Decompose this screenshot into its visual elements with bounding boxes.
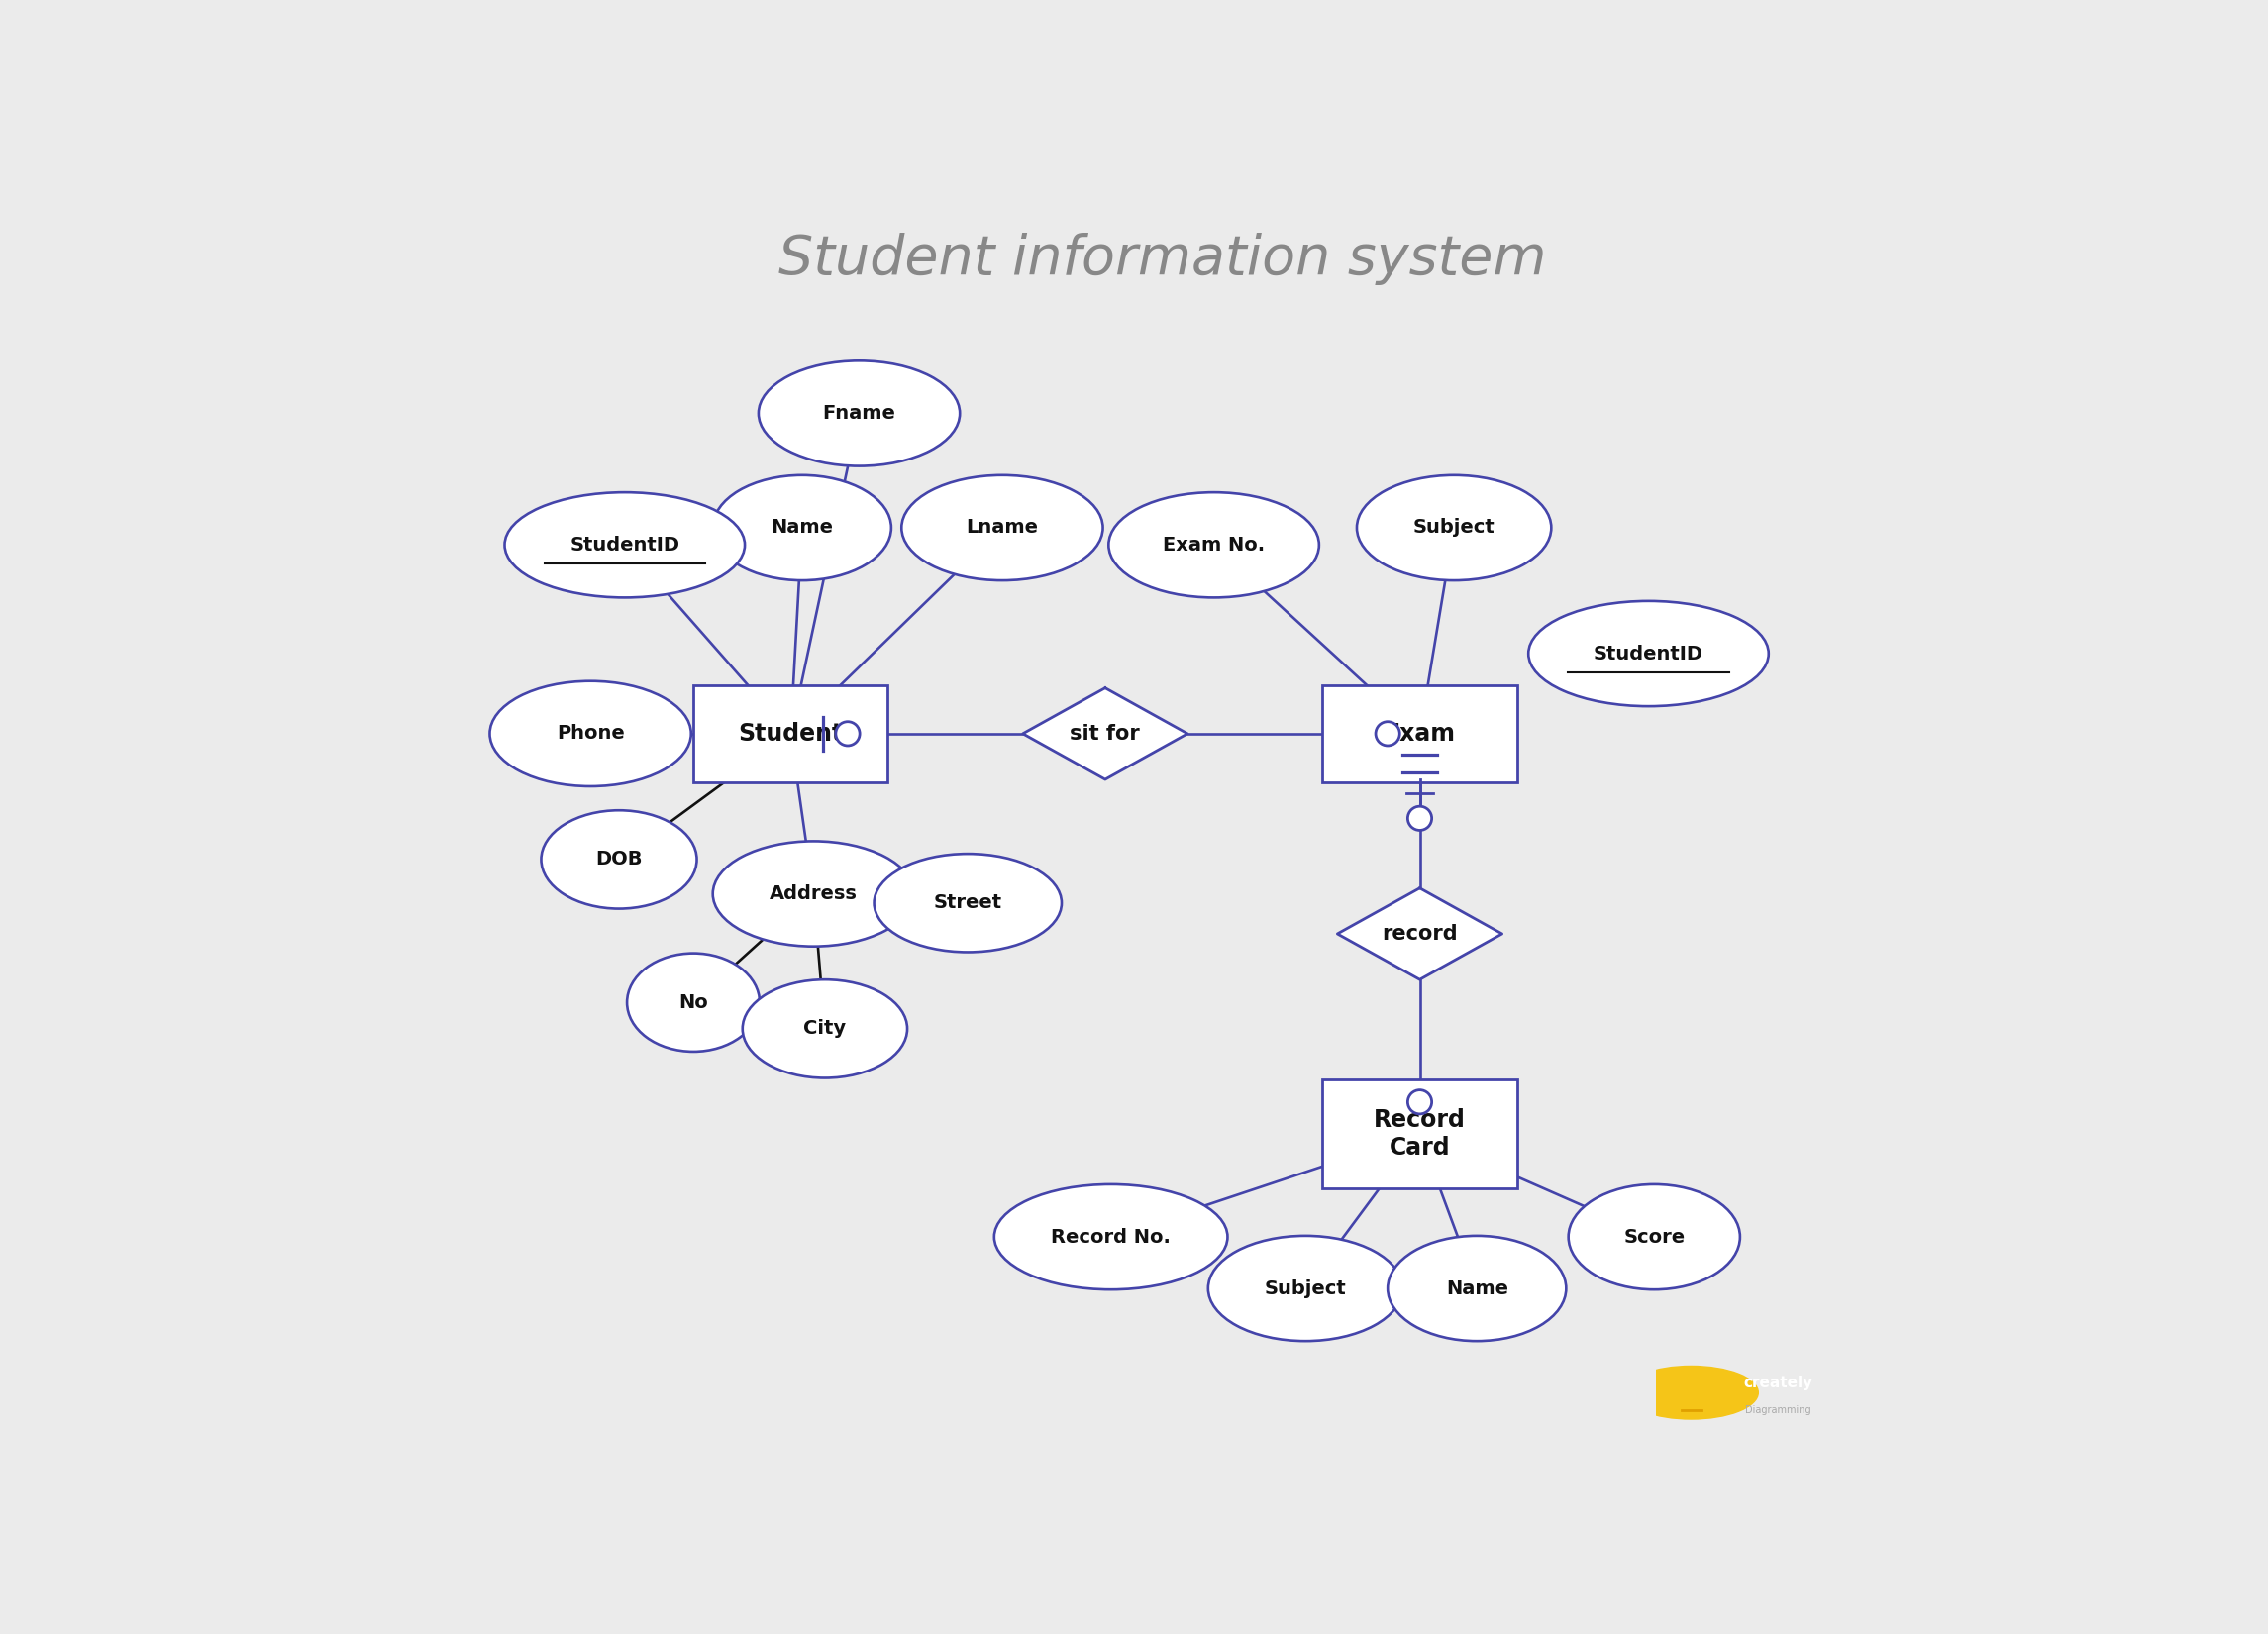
Ellipse shape [742, 980, 907, 1078]
Text: No: No [678, 993, 708, 1011]
Text: Record No.: Record No. [1050, 1227, 1170, 1247]
Ellipse shape [1569, 1185, 1740, 1289]
Text: StudentID: StudentID [569, 536, 680, 554]
Text: Subject: Subject [1263, 1279, 1347, 1297]
Text: Subject: Subject [1413, 518, 1495, 538]
Text: Student information system: Student information system [778, 232, 1547, 286]
Ellipse shape [626, 953, 760, 1052]
Ellipse shape [1529, 601, 1769, 706]
Ellipse shape [1209, 1235, 1402, 1342]
Ellipse shape [903, 475, 1102, 580]
Ellipse shape [1109, 492, 1320, 598]
Ellipse shape [712, 842, 914, 946]
Text: Street: Street [934, 894, 1002, 912]
Text: DOB: DOB [596, 850, 642, 869]
Ellipse shape [712, 475, 891, 580]
Ellipse shape [993, 1185, 1227, 1289]
Circle shape [1408, 1090, 1431, 1114]
Ellipse shape [490, 681, 692, 786]
FancyBboxPatch shape [1322, 685, 1517, 783]
Text: Exam No.: Exam No. [1163, 536, 1266, 554]
FancyBboxPatch shape [694, 685, 887, 783]
Ellipse shape [1388, 1235, 1567, 1342]
Text: Lname: Lname [966, 518, 1039, 538]
Polygon shape [1338, 889, 1501, 980]
FancyBboxPatch shape [1322, 1080, 1517, 1188]
Text: Name: Name [771, 518, 832, 538]
Ellipse shape [873, 853, 1061, 953]
Text: Record
Card: Record Card [1374, 1108, 1465, 1160]
Text: Score: Score [1624, 1227, 1685, 1247]
Text: Student: Student [737, 722, 844, 745]
Ellipse shape [503, 492, 744, 598]
Text: Fname: Fname [823, 404, 896, 423]
Polygon shape [1023, 688, 1188, 779]
Text: sit for: sit for [1070, 724, 1141, 743]
Text: Address: Address [769, 884, 857, 904]
Ellipse shape [1356, 475, 1551, 580]
Circle shape [837, 722, 860, 745]
Text: record: record [1381, 923, 1458, 944]
Text: Name: Name [1445, 1279, 1508, 1297]
Circle shape [1377, 722, 1399, 745]
Text: Phone: Phone [556, 724, 624, 743]
Text: Exam: Exam [1383, 722, 1456, 745]
Text: City: City [803, 1020, 846, 1038]
Ellipse shape [758, 361, 959, 466]
Text: StudentID: StudentID [1594, 644, 1703, 663]
Ellipse shape [542, 810, 696, 909]
Circle shape [1408, 806, 1431, 830]
